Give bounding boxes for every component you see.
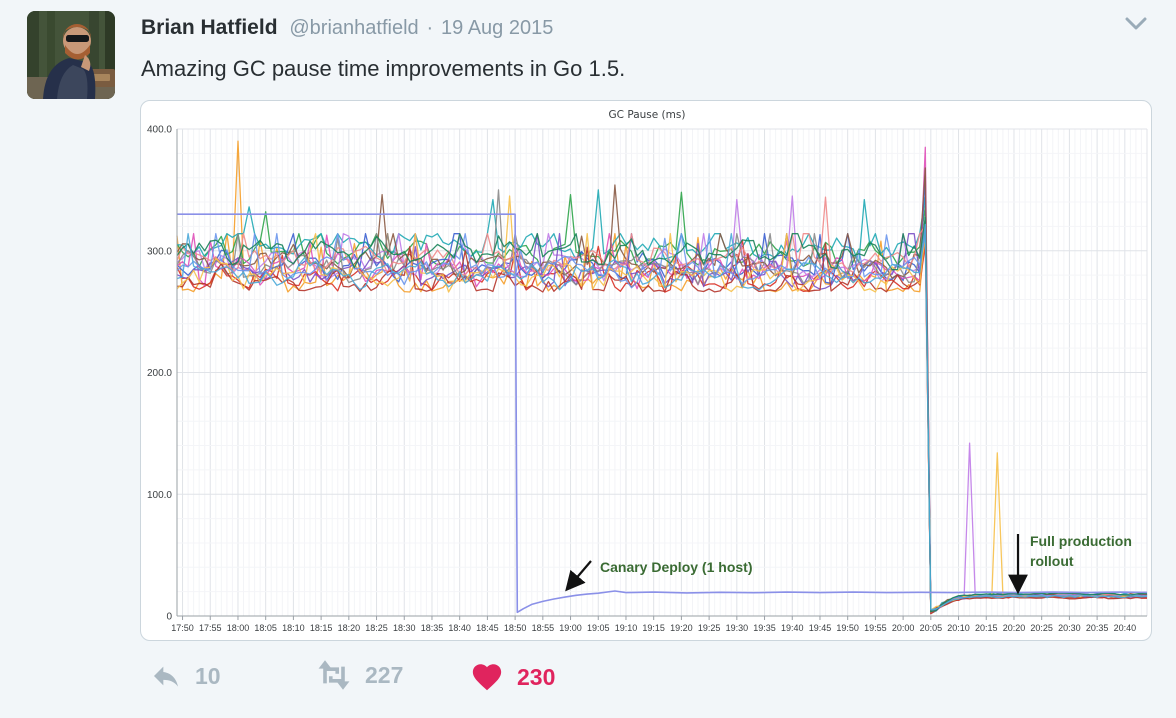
x-tick-label: 20:25 — [1030, 623, 1053, 633]
reply-button[interactable]: 10 — [150, 660, 221, 692]
y-tick-label: 0 — [166, 612, 172, 623]
x-tick-label: 19:20 — [670, 623, 693, 633]
x-tick-label: 20:10 — [947, 623, 970, 633]
retweet-icon — [318, 660, 350, 690]
x-tick-label: 18:40 — [448, 623, 471, 633]
tweet-media-chart[interactable]: 400.0 300.0 200.0 100.0 0 17:50 17:55 18:00 18:0… — [140, 100, 1152, 641]
x-tick-label: 17:50 — [171, 623, 194, 633]
x-tick-label: 19:05 — [587, 623, 610, 633]
y-tick-label: 200.0 — [147, 368, 172, 379]
like-count: 230 — [517, 663, 556, 690]
tweet-text: Amazing GC pause time improvements in Go… — [141, 56, 626, 81]
y-tick-label: 300.0 — [147, 246, 172, 257]
x-tick-label: 18:20 — [338, 623, 361, 633]
chart-annotation-text: Canary Deploy (1 host) — [600, 559, 752, 575]
x-tick-label: 20:20 — [1003, 623, 1026, 633]
x-tick-label: 20:05 — [920, 623, 943, 633]
x-tick-label: 17:55 — [199, 623, 222, 633]
x-tick-label: 18:15 — [310, 623, 333, 633]
host-series-line — [176, 140, 1148, 614]
x-tick-label: 19:40 — [781, 623, 804, 633]
chart-annotation-text: Full production — [1030, 533, 1132, 549]
chart-title: GC Pause (ms) — [609, 109, 686, 121]
x-tick-label: 18:00 — [227, 623, 250, 633]
x-tick-label: 20:15 — [975, 623, 998, 633]
canary-series-line — [177, 213, 1148, 614]
retweet-count: 227 — [365, 661, 404, 688]
chart-axis-layer: 400.0 300.0 200.0 100.0 017:50 17:55 18:00 18:0… — [147, 125, 1147, 633]
x-tick-label: 19:50 — [836, 623, 859, 633]
like-button[interactable]: 230 — [470, 660, 555, 694]
host-series-line — [176, 189, 1148, 613]
x-tick-label: 18:25 — [365, 623, 388, 633]
author-handle[interactable]: @brianhatfield — [289, 17, 419, 39]
chevron-down-icon — [1125, 17, 1147, 30]
x-tick-label: 19:10 — [615, 623, 638, 633]
host-series-line — [176, 146, 1148, 612]
x-tick-label: 18:05 — [254, 623, 277, 633]
x-tick-label: 20:40 — [1114, 623, 1137, 633]
x-tick-label: 18:55 — [532, 623, 555, 633]
chart-series-layer — [176, 140, 1148, 615]
retweet-button[interactable]: 227 — [316, 660, 403, 690]
chart-annotation-arrow — [565, 560, 592, 592]
x-tick-label: 19:35 — [753, 623, 776, 633]
host-series-line — [176, 223, 1148, 611]
x-tick-label: 20:30 — [1058, 623, 1081, 633]
chart-annotation-text: rollout — [1030, 553, 1074, 569]
tweet-menu-chevron[interactable] — [1124, 16, 1148, 32]
x-tick-label: 20:00 — [892, 623, 915, 633]
x-tick-label: 18:35 — [421, 623, 444, 633]
x-tick-label: 19:55 — [864, 623, 887, 633]
x-tick-label: 20:35 — [1086, 623, 1109, 633]
host-series-line — [176, 233, 1148, 612]
x-tick-label: 19:25 — [698, 623, 721, 633]
y-tick-label: 400.0 — [147, 125, 172, 136]
host-series-line — [176, 233, 1148, 611]
avatar-image — [27, 11, 115, 99]
x-tick-label: 19:00 — [559, 623, 582, 633]
chart-grid-layer — [176, 128, 1148, 617]
tweet-actions: 10 227 230 — [150, 660, 750, 700]
tweet-date[interactable]: 19 Aug 2015 — [441, 17, 554, 39]
header-separator: · — [426, 17, 434, 39]
author-name[interactable]: Brian Hatfield — [141, 16, 278, 39]
gc-chart-svg: 400.0 300.0 200.0 100.0 017:50 17:55 18:00 18:0… — [147, 109, 1148, 633]
x-tick-label: 18:30 — [393, 623, 416, 633]
tweet-header: Brian Hatfield @brianhatfield · 19 Aug 2… — [141, 16, 553, 40]
x-tick-label: 19:15 — [642, 623, 665, 633]
reply-count: 10 — [195, 662, 221, 689]
avatar[interactable] — [27, 11, 115, 99]
x-tick-label: 18:10 — [282, 623, 305, 633]
x-tick-label: 19:45 — [809, 623, 832, 633]
reply-icon — [154, 666, 178, 687]
host-series-line — [176, 217, 1148, 613]
heart-icon — [472, 664, 502, 691]
x-tick-label: 19:30 — [726, 623, 749, 633]
x-tick-label: 18:45 — [476, 623, 499, 633]
y-tick-label: 100.0 — [147, 490, 172, 501]
x-tick-label: 18:50 — [504, 623, 527, 633]
chart-annotation-layer: Canary Deploy (1 host) Full production rol… — [565, 533, 1132, 595]
